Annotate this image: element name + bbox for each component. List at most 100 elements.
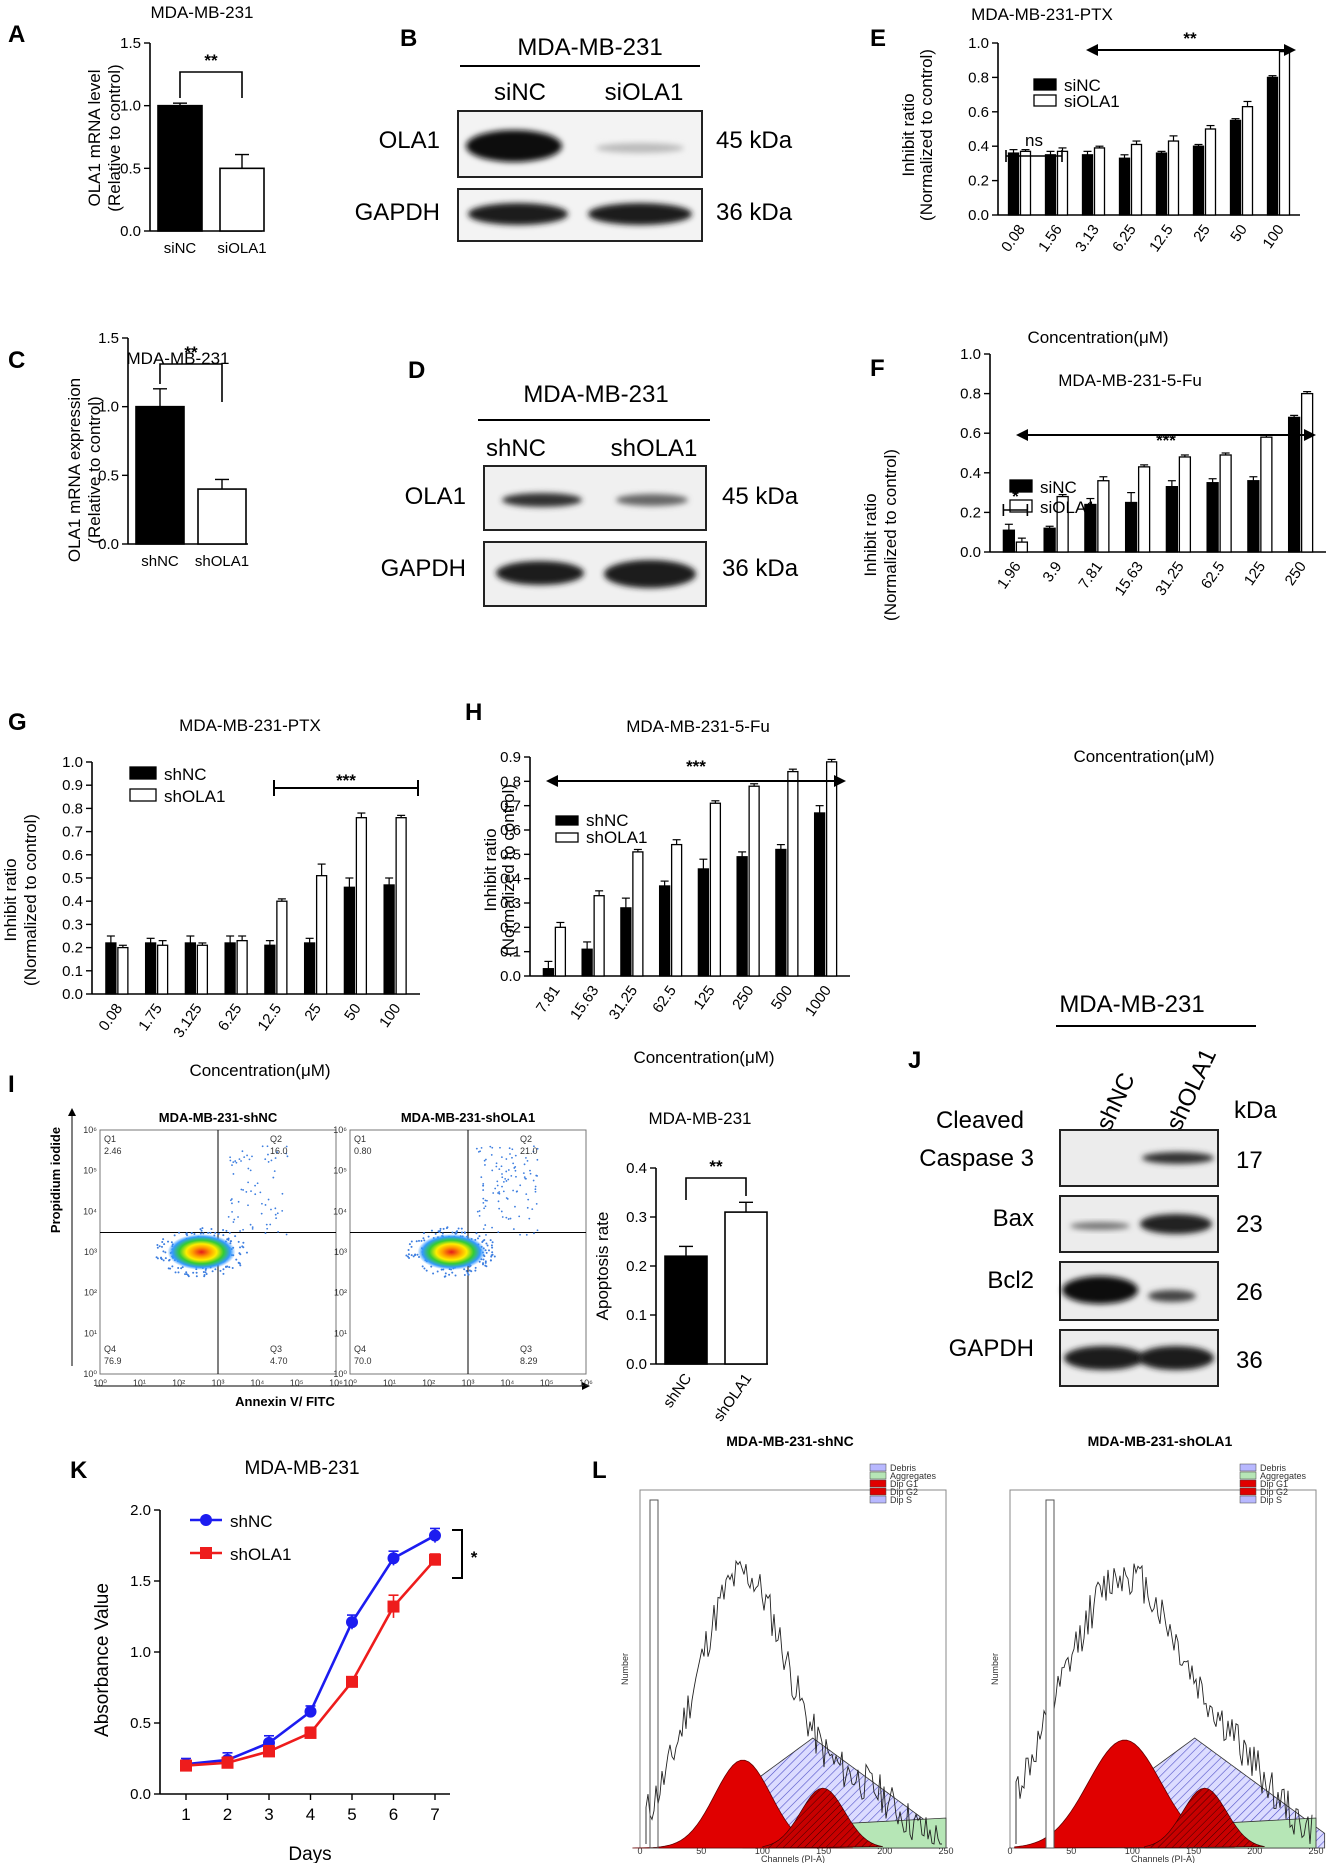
- panel-d-band-ola1-shola1: [616, 494, 688, 506]
- panel-k-sig-label: *: [471, 1548, 478, 1567]
- panel-l-legend-swatch: [1239, 1487, 1257, 1496]
- panel-l-plots: MDA-MB-231-shNC Number Channels (PI-A) 0 50 1…: [620, 1433, 1326, 1863]
- panel-i-flow-event: [498, 1191, 501, 1193]
- panel-i-flow-event: [231, 1202, 233, 1205]
- panel-l-xtick-label: 0: [1007, 1846, 1012, 1856]
- panel-i-flow-event: [498, 1192, 501, 1195]
- panel-i-flow-event: [421, 1265, 424, 1268]
- panel-i-flow-event: [231, 1210, 233, 1213]
- panel-i-flow-event: [484, 1205, 487, 1208]
- panel-i-flow-xtick-label: 10⁶: [579, 1378, 593, 1388]
- panel-i-flow-event: [529, 1172, 532, 1175]
- panel-l-xtick-label: 150: [816, 1846, 831, 1856]
- panel-k-sig-bracket: [452, 1529, 463, 1579]
- G-plot-ytick-label: 0.9: [62, 777, 83, 794]
- panel-i-flow-event: [480, 1176, 483, 1179]
- F-plot-bar-siNC: [1247, 480, 1260, 553]
- panel-i-q2-label: Q2: [520, 1134, 532, 1144]
- panel-i-flow-event: [230, 1198, 233, 1200]
- panel-i-flow-event: [260, 1212, 263, 1215]
- panel-i-flow-event: [254, 1193, 257, 1196]
- panel-i-flow-event: [500, 1156, 503, 1159]
- panel-l-xtick-label: 250: [1308, 1846, 1323, 1856]
- panel-i-flow-event: [457, 1227, 460, 1230]
- panel-i-flow-event: [230, 1240, 233, 1243]
- panel-letter-b: B: [400, 25, 417, 52]
- panel-e-sig-arrowhead-right: [1284, 44, 1296, 56]
- panel-i-flow-event: [174, 1271, 177, 1274]
- panel-i-flow-event: [414, 1253, 417, 1256]
- panel-letter-k: K: [70, 1457, 88, 1484]
- panel-l-legend-label: Dip G1: [1260, 1479, 1288, 1489]
- panel-i-flow-event: [505, 1158, 508, 1160]
- H-plot-legend-label: shNC: [586, 811, 629, 830]
- panel-i-flow-event: [529, 1169, 531, 1172]
- panel-i-flow-event: [228, 1266, 231, 1269]
- panel-i-flow-event: [156, 1244, 159, 1247]
- panel-i-q2-label: Q2: [270, 1134, 282, 1144]
- panel-l-legend-label: Dip G2: [890, 1487, 918, 1497]
- E-plot-bar-siNC: [1229, 119, 1242, 216]
- G-plot-ytick-label: 0.6: [62, 847, 83, 864]
- panel-letter-i: I: [8, 1071, 15, 1098]
- panel-f-ylabel2: (Normalized to control): [881, 449, 900, 621]
- panel-j-band-bcl2-shnc: [1062, 1276, 1138, 1304]
- panel-k-ytick-label: 1.0: [130, 1644, 151, 1661]
- F-plot-bar-siNC: [1287, 416, 1301, 553]
- panel-a-ylabel2: (Relative to control): [105, 64, 124, 211]
- panel-k-xtick-label: 3: [264, 1805, 273, 1824]
- panel-i-flow-event: [485, 1242, 488, 1245]
- H-plot-ytick-label: 0.8: [500, 773, 521, 790]
- I-plot-bar: [724, 1211, 768, 1365]
- panel-i-flow-event: [266, 1227, 269, 1230]
- panel-i-flow-event: [483, 1159, 486, 1162]
- E-plot-xtick-label: 25: [1190, 222, 1213, 245]
- panel-i-flow-event: [267, 1198, 270, 1201]
- E-plot-legend-label: siNC: [1064, 76, 1101, 95]
- panel-i-flow-event: [485, 1234, 487, 1236]
- C-plot-bar: [197, 488, 247, 545]
- panel-i-flow-event: [489, 1145, 492, 1148]
- G-plot-xtick-label: 0.08: [95, 1001, 126, 1035]
- panel-l-g2-phase: [762, 1787, 883, 1849]
- panel-l-legend-swatch: [869, 1495, 887, 1504]
- panel-i-flow-event: [496, 1184, 499, 1187]
- F-plot-ytick-label: 0.8: [960, 386, 981, 403]
- A-plot-ytick-label: 0.5: [120, 160, 141, 177]
- H-plot-bar-shOLA1: [748, 785, 760, 977]
- G-plot-ytick-label: 0.4: [62, 893, 83, 910]
- G-plot-bar-shNC: [184, 942, 197, 995]
- panel-k-xlabel: Days: [288, 1844, 331, 1863]
- panel-i-flow-event: [207, 1231, 210, 1234]
- panel-i-flow-event: [265, 1223, 268, 1226]
- panel-l-legend-swatch: [1239, 1471, 1257, 1480]
- panel-i-flow-event: [205, 1272, 208, 1275]
- panel-i-flow-event: [168, 1259, 171, 1262]
- panel-d-title: MDA-MB-231: [523, 381, 668, 408]
- G-plot-xtick-label: 1.75: [135, 1001, 166, 1035]
- panel-l-legend-swatch: [1239, 1479, 1257, 1488]
- panel-i-flow-event: [536, 1147, 539, 1150]
- panel-i-flow-event: [204, 1271, 207, 1274]
- panel-j-band-bcl2-shola1: [1148, 1290, 1196, 1302]
- G-plot-xtick-label: 50: [341, 1001, 364, 1024]
- panel-i-flow-event: [478, 1214, 481, 1217]
- panel-i-q4-value: 70.0: [354, 1356, 372, 1366]
- E-plot-xtick-label: 12.5: [1146, 222, 1177, 256]
- panel-l-legend-swatch: [869, 1479, 887, 1488]
- panel-j-lane-shnc: shNC: [1091, 1069, 1141, 1135]
- panel-i-flow-event: [269, 1223, 272, 1226]
- panel-i-flow-event: [491, 1251, 494, 1254]
- panel-i-flow-event: [482, 1201, 485, 1204]
- panel-i-flow-event: [514, 1169, 517, 1172]
- E-plot-bar-siNC: [1266, 76, 1279, 216]
- E-plot-bar-siOLA1: [1093, 147, 1106, 216]
- panel-k-ylabel: Absorbance Value: [92, 1583, 113, 1737]
- panel-i-flow-event: [514, 1154, 517, 1157]
- panel-l-legend-label: Dip G1: [890, 1479, 918, 1489]
- panel-i-flow-ytick-label: 10⁰: [83, 1369, 97, 1379]
- panel-i-flow-event: [270, 1159, 273, 1162]
- panel-i-flow-event: [436, 1270, 439, 1273]
- panel-f-xlabel: Concentration(μM): [1073, 747, 1214, 766]
- panel-i-flow-event: [482, 1189, 485, 1191]
